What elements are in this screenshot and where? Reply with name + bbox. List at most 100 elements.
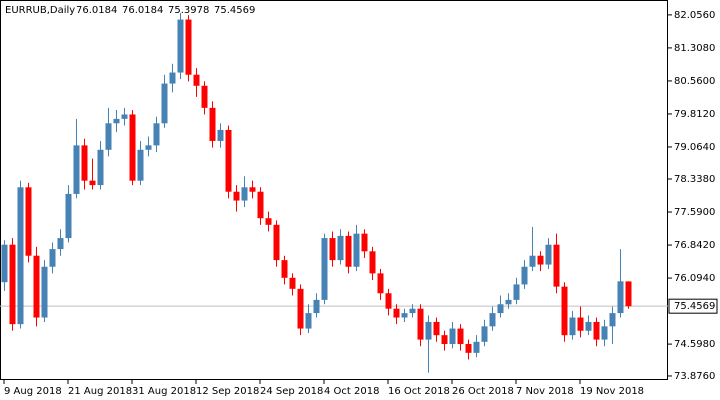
x-tick-label: 21 Aug 2018 xyxy=(68,386,132,397)
candle-body xyxy=(193,74,200,86)
candle-body xyxy=(457,328,464,345)
candle-body xyxy=(209,107,216,141)
candle-body xyxy=(545,244,552,265)
candle-body xyxy=(33,255,40,318)
candle-body xyxy=(393,308,400,318)
x-tick-label: 9 Aug 2018 xyxy=(4,386,62,397)
candle-body xyxy=(201,85,208,108)
candle-body xyxy=(169,72,176,84)
candle-body xyxy=(473,341,480,353)
candle-body xyxy=(233,191,240,201)
candle-body xyxy=(481,326,488,342)
chart-title: EURRUB,Daily xyxy=(5,5,75,16)
x-tick-label: 12 Sep 2018 xyxy=(196,386,259,397)
candle-body xyxy=(17,187,24,325)
candle-body xyxy=(41,266,48,318)
last-price-box xyxy=(668,298,718,314)
x-tick-label: 16 Oct 2018 xyxy=(388,386,450,397)
plot-frame xyxy=(0,0,668,380)
candle-body xyxy=(625,281,632,307)
candle-body xyxy=(505,299,512,305)
last-price-label: 75.4569 xyxy=(674,301,715,312)
candle-body xyxy=(185,19,192,75)
candle-body xyxy=(153,123,160,146)
candle-body xyxy=(113,118,120,124)
candle-body xyxy=(593,321,600,340)
x-tick-label: 7 Nov 2018 xyxy=(516,386,574,397)
candle-body xyxy=(529,255,536,267)
y-tick-label: 82.0560 xyxy=(674,10,715,21)
candle-body xyxy=(337,235,344,261)
candle-body xyxy=(497,304,504,314)
candle-body xyxy=(257,191,264,219)
candle-body xyxy=(449,328,456,345)
header-open: 76.0184 xyxy=(76,5,117,16)
candle-body xyxy=(417,308,424,340)
header-low: 75.3978 xyxy=(168,5,209,16)
y-tick-label: 81.3080 xyxy=(674,43,715,54)
candle-body xyxy=(369,251,376,274)
candle-body xyxy=(281,260,288,278)
candle-body xyxy=(249,187,256,192)
candle-body xyxy=(321,238,328,300)
x-tick-label: 24 Sep 2018 xyxy=(260,386,323,397)
candle-body xyxy=(385,293,392,309)
candle-body xyxy=(89,180,96,186)
y-tick-label: 76.8420 xyxy=(674,240,715,251)
candle-body xyxy=(313,299,320,314)
candle-body xyxy=(305,313,312,329)
y-tick-label: 73.8760 xyxy=(674,371,715,382)
candle-body xyxy=(129,114,136,181)
candle-body xyxy=(425,321,432,340)
candle-body xyxy=(297,288,304,329)
y-tick-label: 79.8120 xyxy=(674,109,715,120)
candle-body xyxy=(273,224,280,261)
candle-body xyxy=(9,244,16,325)
y-tick-label: 77.5900 xyxy=(674,207,715,218)
candle-body xyxy=(161,83,168,124)
candle-body xyxy=(289,277,296,289)
x-tick-label: 31 Aug 2018 xyxy=(132,386,196,397)
candle-body xyxy=(361,233,368,252)
candle-body xyxy=(609,313,616,327)
candle-body xyxy=(265,218,272,225)
candle-body xyxy=(353,233,360,267)
candle-body xyxy=(553,244,560,287)
candle-body xyxy=(513,284,520,300)
candle-body xyxy=(65,193,72,239)
candle-body xyxy=(81,145,88,181)
candle-body xyxy=(177,19,184,73)
candle-body xyxy=(137,149,144,181)
candle-body xyxy=(585,321,592,331)
header-close: 75.4569 xyxy=(214,5,255,16)
x-tick-label: 4 Oct 2018 xyxy=(324,386,379,397)
candle-body xyxy=(225,129,232,192)
candle-body xyxy=(617,281,624,314)
candle-body xyxy=(441,335,448,345)
y-tick-label: 76.0940 xyxy=(674,273,715,284)
candle-body xyxy=(401,313,408,318)
candle-body xyxy=(49,249,56,267)
header-high: 76.0184 xyxy=(122,5,163,16)
candle-body xyxy=(345,235,352,267)
candle-body xyxy=(105,123,112,150)
candle-body xyxy=(1,244,8,283)
candle-body xyxy=(73,145,80,194)
candle-body xyxy=(537,255,544,265)
candle-body xyxy=(601,326,608,340)
candle-body xyxy=(217,129,224,141)
x-tick-label: 19 Nov 2018 xyxy=(580,386,644,397)
candle-body xyxy=(25,187,32,256)
header: EURRUB,Daily xyxy=(5,5,75,16)
candle-body xyxy=(241,187,248,201)
candle-body xyxy=(377,273,384,294)
candle-body xyxy=(521,266,528,285)
candle-body xyxy=(329,238,336,261)
y-tick-label: 78.3380 xyxy=(674,174,715,185)
candle-body xyxy=(121,114,128,119)
y-tick-label: 80.5600 xyxy=(674,76,715,87)
candle-body xyxy=(569,317,576,336)
candle-body xyxy=(145,145,152,150)
candle-body xyxy=(57,238,64,250)
